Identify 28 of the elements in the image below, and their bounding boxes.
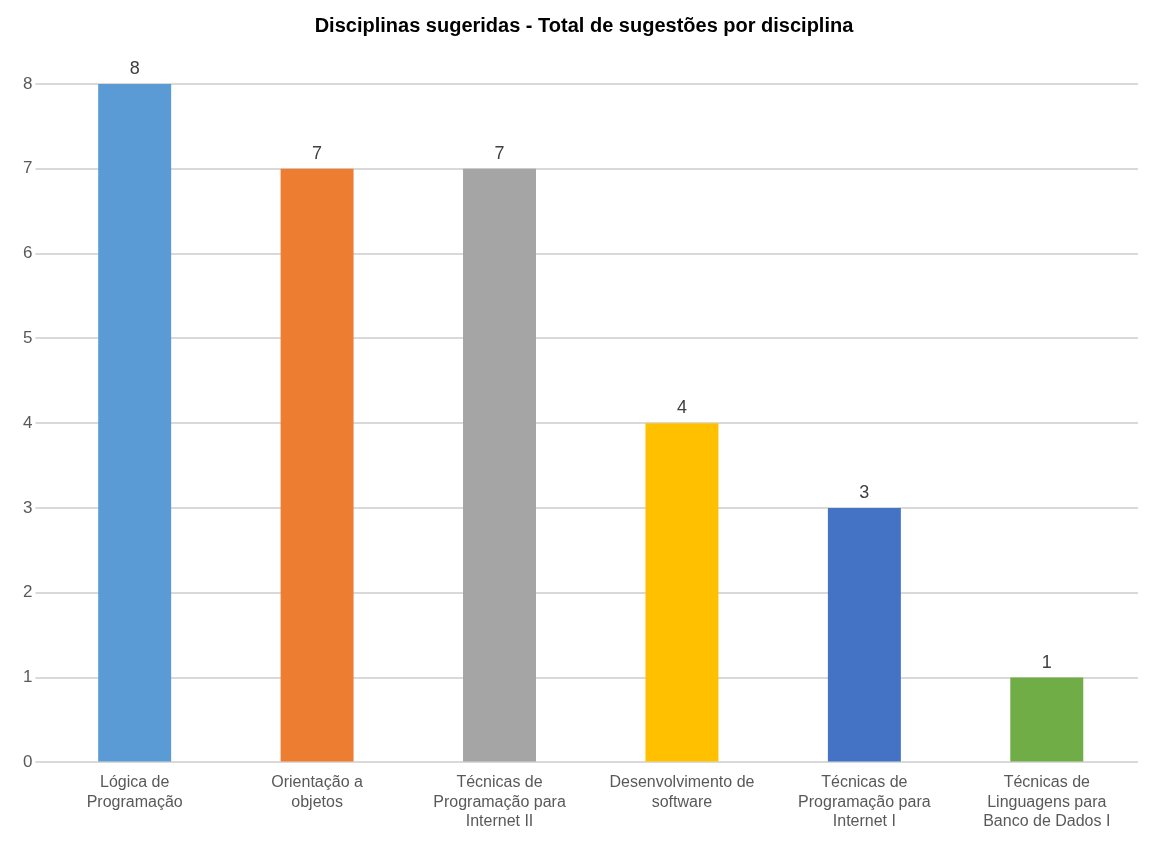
data-label: 7 — [494, 142, 505, 163]
y-tick-label: 6 — [22, 243, 33, 263]
data-label: 1 — [1041, 651, 1052, 672]
data-label: 7 — [312, 142, 323, 163]
x-tick-label: Lógica de Programação — [86, 773, 183, 810]
chart-title: Disciplinas sugeridas - Total de sugestões por disciplina — [313, 14, 855, 38]
data-label: 3 — [859, 481, 870, 502]
x-tick-label: Técnicas de Programação para Internet II — [433, 773, 566, 829]
bar — [645, 423, 719, 762]
data-label: 4 — [676, 397, 687, 418]
y-tick-label: 0 — [22, 752, 33, 772]
x-tick-label: Orientação a objetos — [271, 773, 363, 810]
x-tick-label: Desenvolvimento de software — [609, 773, 755, 810]
x-tick-label: Técnicas de Programação para Internet I — [798, 773, 931, 829]
bar — [1010, 677, 1084, 762]
bar — [280, 168, 354, 762]
y-tick-label: 1 — [22, 667, 33, 687]
y-tick-label: 4 — [22, 412, 33, 432]
y-tick-label: 3 — [22, 497, 33, 517]
y-tick-label: 7 — [22, 158, 33, 178]
bar — [827, 508, 901, 762]
data-label: 8 — [129, 57, 140, 78]
bar — [98, 84, 172, 762]
x-tick-label: Técnicas de Linguagens para Banco de Dados I — [983, 773, 1111, 829]
y-tick-label: 5 — [22, 328, 33, 348]
y-tick-label: 2 — [22, 582, 33, 602]
bar — [463, 168, 536, 762]
y-tick-label: 8 — [22, 73, 33, 93]
